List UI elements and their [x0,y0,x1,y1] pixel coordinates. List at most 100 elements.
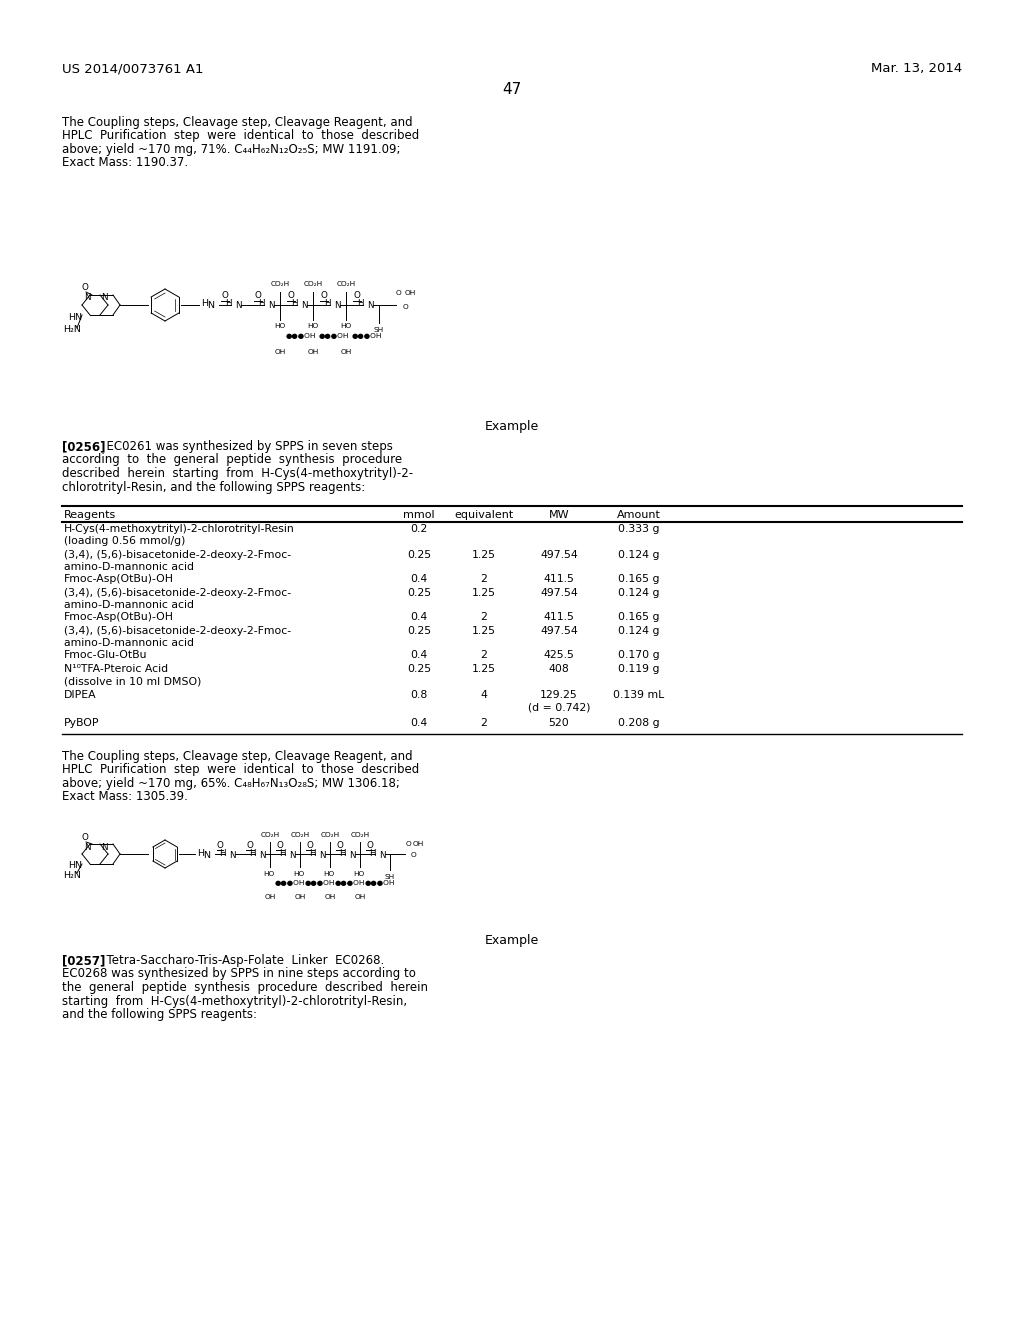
Text: 1.25: 1.25 [472,587,496,598]
Text: O: O [406,841,411,847]
Text: 0.4: 0.4 [411,612,428,622]
Text: N: N [301,301,307,310]
Text: N: N [319,850,326,859]
Text: starting  from  H-Cys(4-methoxytrityl)-2-chlorotrityl-Resin,: starting from H-Cys(4-methoxytrityl)-2-c… [62,994,408,1007]
Text: H: H [325,300,331,309]
Text: amino-D-mannonic acid: amino-D-mannonic acid [63,639,194,648]
Text: O: O [411,851,417,858]
Text: mmol: mmol [403,510,435,520]
Text: 497.54: 497.54 [540,587,578,598]
Text: amino-D-mannonic acid: amino-D-mannonic acid [63,601,194,610]
Text: SH: SH [374,327,384,333]
Text: 2: 2 [480,612,487,622]
Text: H: H [370,849,376,858]
Text: N: N [100,842,108,851]
Text: 411.5: 411.5 [544,574,574,583]
Text: Reagents: Reagents [63,510,117,520]
Text: Example: Example [485,935,539,946]
Text: 0.2: 0.2 [411,524,428,535]
Text: HO: HO [274,323,286,329]
Text: HN: HN [68,862,82,870]
Text: Exact Mass: 1190.37.: Exact Mass: 1190.37. [62,157,188,169]
Text: N: N [84,842,90,851]
Text: US 2014/0073761 A1: US 2014/0073761 A1 [62,62,204,75]
Text: 1.25: 1.25 [472,664,496,675]
Text: 0.25: 0.25 [407,587,431,598]
Text: 0.124 g: 0.124 g [618,550,659,560]
Text: HPLC  Purification  step  were  identical  to  those  described: HPLC Purification step were identical to… [62,763,419,776]
Text: 2: 2 [480,574,487,583]
Text: H-Cys(4-methoxytrityl)-2-chlorotrityl-Resin: H-Cys(4-methoxytrityl)-2-chlorotrityl-Re… [63,524,295,535]
Text: H: H [250,849,256,858]
Text: N: N [289,850,296,859]
Text: HO: HO [263,871,274,876]
Text: 129.25: 129.25 [540,690,578,700]
Text: HO: HO [307,323,318,329]
Text: H: H [258,300,265,309]
Text: O: O [82,833,88,842]
Text: (3,4), (5,6)-bisacetonide-2-deoxy-2-Fmoc-: (3,4), (5,6)-bisacetonide-2-deoxy-2-Fmoc… [63,587,291,598]
Text: O: O [337,842,343,850]
Text: CO₂H: CO₂H [303,281,323,286]
Text: N: N [203,850,210,859]
Text: O: O [396,290,401,296]
Text: CO₂H: CO₂H [291,832,309,838]
Text: O: O [321,292,328,301]
Text: O: O [221,292,228,301]
Text: 425.5: 425.5 [544,649,574,660]
Text: [0257]: [0257] [62,954,105,968]
Text: N: N [349,850,355,859]
Text: N: N [268,301,274,310]
Text: OH: OH [404,290,416,296]
Text: 0.4: 0.4 [411,649,428,660]
Text: H₂N: H₂N [63,326,81,334]
Text: CO₂H: CO₂H [270,281,290,286]
Text: CO₂H: CO₂H [260,832,280,838]
Text: H: H [225,300,232,309]
Text: Fmoc-Asp(OtBu)-OH: Fmoc-Asp(OtBu)-OH [63,574,174,583]
Text: described  herein  starting  from  H-Cys(4-methoxytrityl)-2-: described herein starting from H-Cys(4-m… [62,467,413,480]
Text: HO: HO [323,871,334,876]
Text: O: O [247,842,253,850]
Text: chlorotrityl-Resin, and the following SPPS reagents:: chlorotrityl-Resin, and the following SP… [62,480,366,494]
Text: H: H [197,849,204,858]
Text: the  general  peptide  synthesis  procedure  described  herein: the general peptide synthesis procedure … [62,981,428,994]
Text: HO: HO [293,871,304,876]
Text: 0.8: 0.8 [411,690,428,700]
Text: ●●●OH: ●●●OH [365,880,395,886]
Text: 0.124 g: 0.124 g [618,587,659,598]
Text: [0256]: [0256] [62,440,105,453]
Text: DIPEA: DIPEA [63,690,96,700]
Text: OH: OH [274,348,286,355]
Text: ●●●OH: ●●●OH [352,333,382,339]
Text: H: H [280,849,286,858]
Text: Fmoc-Asp(OtBu)-OH: Fmoc-Asp(OtBu)-OH [63,612,174,622]
Text: (loading 0.56 mmol/g): (loading 0.56 mmol/g) [63,536,185,546]
Text: (d = 0.742): (d = 0.742) [527,702,590,711]
Text: O: O [306,842,313,850]
Text: 0.4: 0.4 [411,574,428,583]
Text: HPLC  Purification  step  were  identical  to  those  described: HPLC Purification step were identical to… [62,129,419,143]
Text: H: H [339,849,346,858]
Text: equivalent: equivalent [455,510,514,520]
Text: 2: 2 [480,718,487,729]
Text: 0.165 g: 0.165 g [618,574,659,583]
Text: MW: MW [549,510,569,520]
Text: H: H [309,849,316,858]
Text: 0.25: 0.25 [407,664,431,675]
Text: 408: 408 [549,664,569,675]
Text: 520: 520 [549,718,569,729]
Text: 0.119 g: 0.119 g [618,664,659,675]
Text: according  to  the  general  peptide  synthesis  procedure: according to the general peptide synthes… [62,454,402,466]
Text: HO: HO [353,871,365,876]
Text: N: N [379,850,385,859]
Text: (3,4), (5,6)-bisacetonide-2-deoxy-2-Fmoc-: (3,4), (5,6)-bisacetonide-2-deoxy-2-Fmoc… [63,550,291,560]
Text: O: O [353,292,360,301]
Text: OH: OH [264,894,275,900]
Text: 0.4: 0.4 [411,718,428,729]
Text: EC0261 was synthesized by SPPS in seven steps: EC0261 was synthesized by SPPS in seven … [99,440,393,453]
Text: OH: OH [340,348,351,355]
Text: HN: HN [68,313,82,322]
Text: 497.54: 497.54 [540,626,578,636]
Text: OH: OH [354,894,366,900]
